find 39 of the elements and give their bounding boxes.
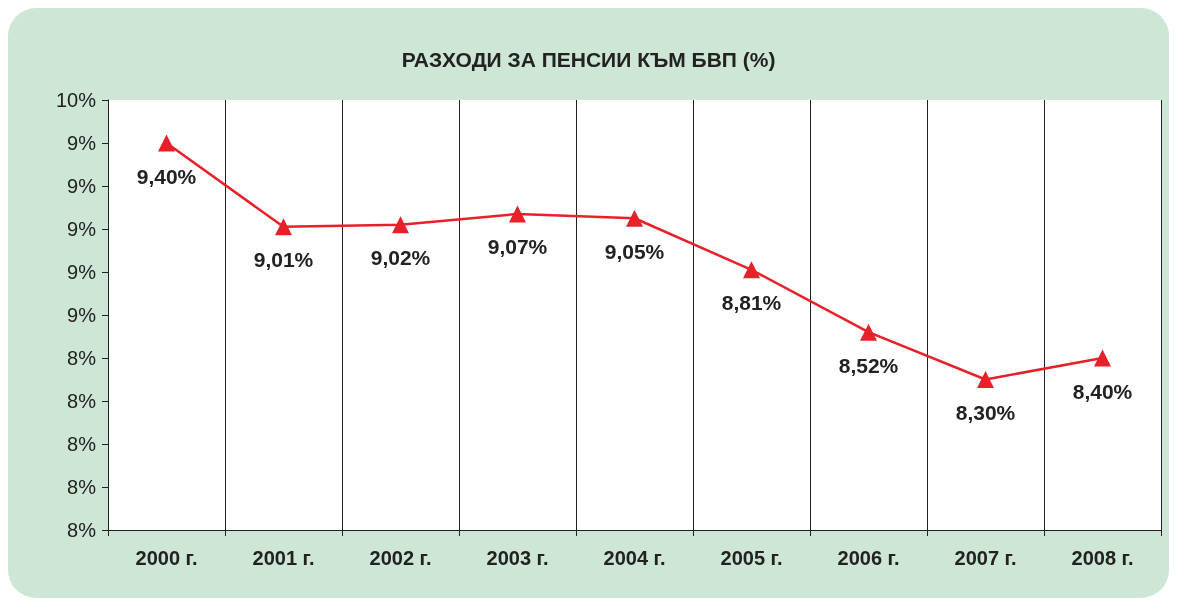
data-label: 8,40% bbox=[1072, 379, 1133, 403]
x-tick-label: 2001 г. bbox=[252, 547, 315, 569]
point bbox=[626, 209, 643, 227]
point bbox=[275, 218, 292, 236]
y-tick-label: 8% bbox=[67, 390, 97, 412]
x-tick-label: 2008 г. bbox=[1071, 547, 1134, 569]
x-tick-label: 2003 г. bbox=[486, 547, 549, 569]
x-tick-label: 2005 г. bbox=[720, 547, 783, 569]
data-label: 8,52% bbox=[838, 353, 899, 377]
data-label: 9,05% bbox=[604, 239, 665, 263]
y-tick-label: 8% bbox=[67, 476, 97, 498]
x-tick-label: 2000 г. bbox=[135, 547, 198, 569]
point bbox=[977, 371, 994, 388]
y-tick-label: 8% bbox=[67, 347, 97, 369]
point bbox=[509, 205, 526, 223]
y-tick-label: 8% bbox=[67, 433, 97, 455]
point bbox=[860, 323, 877, 341]
y-tick-label: 9% bbox=[67, 304, 97, 326]
data-label: 9,02% bbox=[370, 246, 431, 270]
data-label: 9,40% bbox=[136, 164, 197, 188]
point bbox=[743, 261, 760, 279]
y-tick-label: 9% bbox=[67, 132, 97, 154]
point bbox=[1094, 349, 1111, 367]
y-tick-label: 10% bbox=[55, 89, 97, 111]
point bbox=[158, 134, 175, 152]
x-tick-label: 2002 г. bbox=[369, 547, 432, 569]
y-tick-label: 9% bbox=[67, 218, 97, 240]
data-label: 8,81% bbox=[721, 291, 782, 315]
x-tick-label: 2007 г. bbox=[954, 547, 1017, 569]
point bbox=[392, 216, 409, 234]
y-tick-label: 9% bbox=[67, 175, 97, 197]
data-label: 9,07% bbox=[487, 235, 548, 259]
x-tick-label: 2004 г. bbox=[603, 547, 666, 569]
data-label: 9,01% bbox=[253, 248, 314, 272]
chart-title: РАЗХОДИ ЗА ПЕНСИИ КЪМ БВП (%) bbox=[401, 48, 776, 71]
data-label: 8,30% bbox=[955, 401, 1016, 424]
x-tick-label: 2006 г. bbox=[837, 547, 900, 569]
y-tick-label: 8% bbox=[67, 519, 97, 541]
y-tick-label: 9% bbox=[67, 261, 97, 283]
